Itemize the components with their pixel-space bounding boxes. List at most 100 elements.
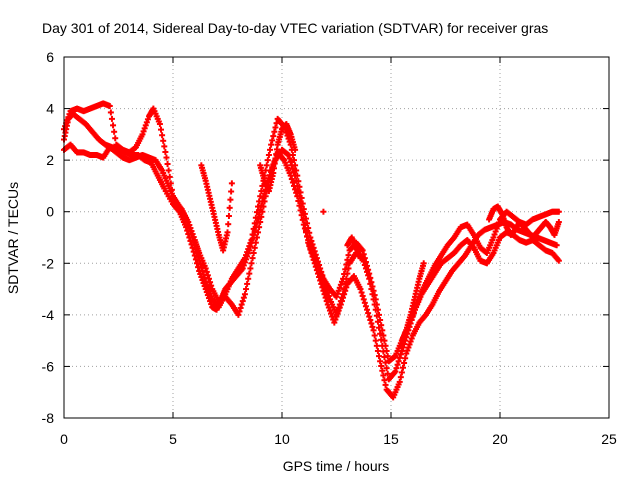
data-point xyxy=(358,289,365,296)
data-point xyxy=(370,327,377,334)
data-point xyxy=(225,221,232,228)
data-point xyxy=(246,243,253,250)
data-point xyxy=(376,353,383,360)
data-point xyxy=(359,292,366,299)
data-point xyxy=(240,294,247,301)
data-point xyxy=(395,358,402,365)
x-tick-label: 10 xyxy=(274,431,290,447)
data-point xyxy=(236,308,243,315)
data-point xyxy=(161,143,168,150)
data-point xyxy=(264,157,271,164)
data-point xyxy=(249,231,256,238)
data-point xyxy=(140,128,147,135)
data-point xyxy=(255,203,262,210)
data-point xyxy=(371,292,378,299)
data-point xyxy=(237,304,244,311)
data-point xyxy=(243,252,250,259)
data-point xyxy=(288,176,295,183)
data-point xyxy=(298,212,305,219)
data-point xyxy=(377,358,384,365)
data-point xyxy=(246,270,253,277)
data-point xyxy=(490,234,497,241)
data-point xyxy=(405,344,412,351)
y-axis-title: SDTVAR / TECUs xyxy=(5,182,21,294)
data-point xyxy=(322,294,329,301)
x-tick-label: 20 xyxy=(492,431,508,447)
x-tick-label: 0 xyxy=(60,431,68,447)
data-point xyxy=(289,151,296,158)
y-tick-label: -4 xyxy=(42,307,55,323)
data-points xyxy=(61,100,562,401)
data-point xyxy=(377,330,384,337)
data-point xyxy=(396,378,403,385)
data-point xyxy=(255,229,262,236)
data-point xyxy=(304,233,311,240)
plot-frame xyxy=(63,56,610,419)
data-point xyxy=(368,279,375,286)
data-point xyxy=(300,206,307,213)
data-point xyxy=(290,182,297,189)
data-point xyxy=(491,231,498,238)
data-point xyxy=(332,316,339,323)
data-point xyxy=(245,246,252,253)
data-point xyxy=(368,320,375,327)
data-point xyxy=(235,311,242,318)
data-point xyxy=(188,228,195,235)
data-point xyxy=(379,367,386,374)
data-point xyxy=(338,278,345,285)
data-point xyxy=(301,210,308,217)
data-point xyxy=(555,257,562,264)
data-point xyxy=(304,220,311,227)
data-point xyxy=(256,198,263,205)
data-point xyxy=(302,229,309,236)
data-point xyxy=(256,224,263,231)
data-point xyxy=(378,322,385,329)
data-point xyxy=(373,342,380,349)
data-point xyxy=(334,308,341,315)
chart-title: Day 301 of 2014, Sidereal Day-to-day VTE… xyxy=(42,20,548,36)
data-point xyxy=(292,146,299,153)
data-point xyxy=(228,188,235,195)
data-point xyxy=(399,364,406,371)
data-point xyxy=(370,287,377,294)
data-point xyxy=(245,275,252,282)
data-point xyxy=(366,313,373,320)
y-tick-label: 0 xyxy=(46,204,54,220)
data-point xyxy=(369,323,376,330)
y-tick-labels: -8 -6 -4 -2 0 2 4 6 xyxy=(42,49,55,426)
data-point xyxy=(392,368,399,375)
data-point xyxy=(189,231,196,238)
data-point xyxy=(62,123,69,130)
data-point xyxy=(344,256,351,263)
data-point xyxy=(365,310,372,317)
data-point xyxy=(367,274,374,281)
data-point xyxy=(204,284,211,291)
data-point xyxy=(555,219,562,226)
data-point xyxy=(252,239,259,246)
y-tick-label: -6 xyxy=(42,358,55,374)
data-point xyxy=(287,158,294,165)
x-tick-label: 15 xyxy=(383,431,399,447)
data-point xyxy=(141,125,148,132)
data-point xyxy=(241,255,248,262)
x-tick-label: 5 xyxy=(169,431,177,447)
data-point xyxy=(187,225,194,232)
data-point xyxy=(263,162,270,169)
data-point xyxy=(334,290,341,297)
data-point xyxy=(251,244,258,251)
data-point xyxy=(202,265,209,272)
data-point xyxy=(398,369,405,376)
data-point xyxy=(374,347,381,354)
data-point xyxy=(401,359,408,366)
data-point xyxy=(253,234,260,241)
data-point xyxy=(260,203,267,210)
data-point xyxy=(309,250,316,257)
data-point xyxy=(319,284,326,291)
data-point xyxy=(243,286,250,293)
data-point xyxy=(293,189,300,196)
data-point xyxy=(205,275,212,282)
data-point xyxy=(383,365,390,372)
data-point xyxy=(295,178,302,185)
y-tick-label: 6 xyxy=(46,49,54,65)
data-point xyxy=(372,296,379,303)
